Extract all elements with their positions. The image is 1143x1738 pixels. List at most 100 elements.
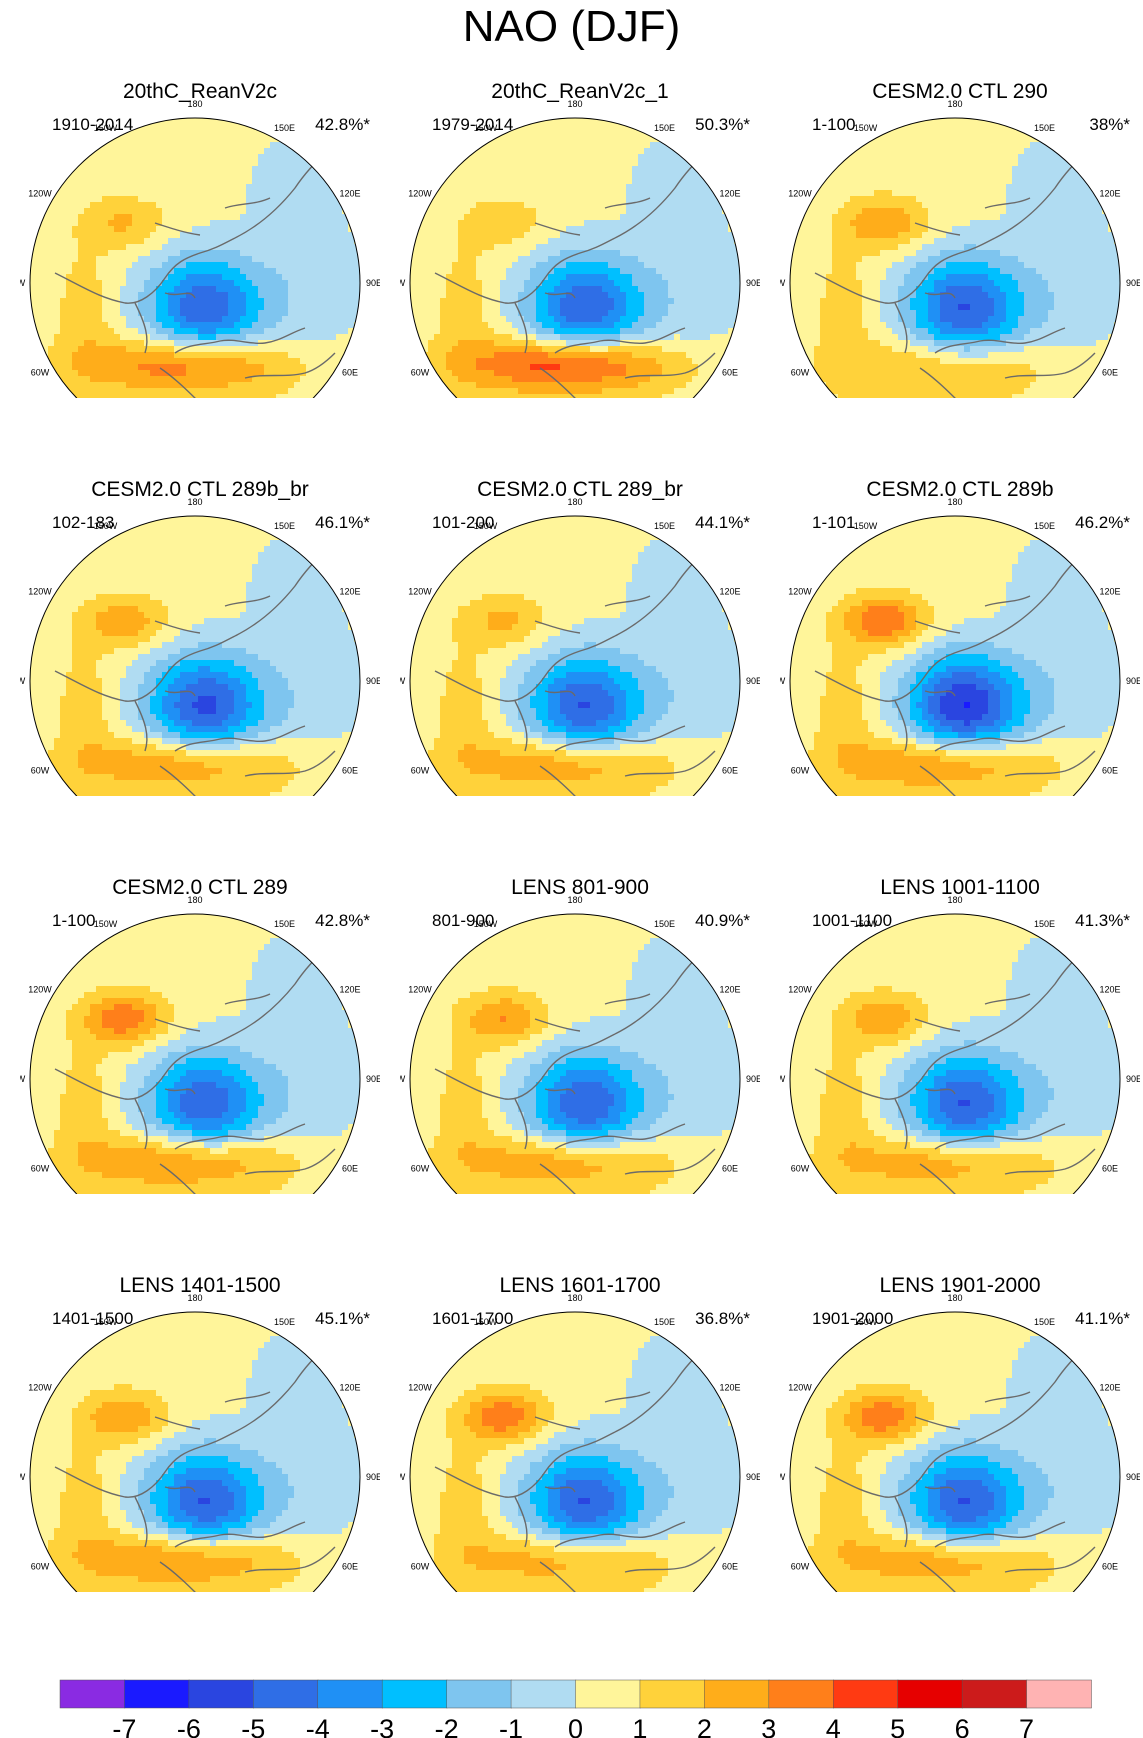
longitude-label: 150W — [854, 919, 878, 929]
longitude-label: 60W — [791, 1562, 810, 1572]
longitude-label: 120E — [1100, 985, 1121, 995]
longitude-label: 120E — [720, 189, 741, 199]
longitude-label: 120E — [1100, 587, 1121, 597]
colorbar-tick-label: 7 — [1019, 1714, 1034, 1738]
longitude-label: 150W — [474, 521, 498, 531]
map-border — [789, 117, 1121, 398]
longitude-label: 120W — [788, 587, 812, 597]
longitude-label: 90E — [746, 1074, 760, 1084]
longitude-label: 60E — [722, 766, 738, 776]
polar-map: 180150E120E90E60E30E030W60W90W120W150W — [780, 497, 1140, 796]
panel-variance-percent: 44.1%* — [695, 513, 750, 533]
colorbar: -7 -6 -5 -4 -3 -2 -1 0 1 2 3 4 5 6 7 — [59, 1679, 1092, 1738]
longitude-label: 90W — [20, 1074, 26, 1084]
longitude-label: 150W — [94, 521, 118, 531]
map-panel: 180150E120E90E60E30E030W60W90W120W150WCE… — [20, 796, 380, 1194]
panel-title: 20thC_ReanV2c_1 — [400, 80, 760, 104]
longitude-label: 90W — [400, 278, 406, 288]
coastlines — [54, 550, 336, 796]
map-border — [789, 515, 1121, 796]
longitude-label: 90W — [20, 278, 26, 288]
longitude-label: 60E — [1102, 1164, 1118, 1174]
panel-title: CESM2.0 CTL 289b — [780, 478, 1140, 502]
colorbar-swatch — [59, 1679, 126, 1709]
longitude-label: 90E — [746, 1472, 760, 1482]
longitude-label: 90E — [366, 278, 380, 288]
longitude-label: 150E — [654, 1317, 675, 1327]
longitude-label: 90W — [20, 1472, 26, 1482]
panel-variance-percent: 42.8%* — [315, 911, 370, 931]
colorbar-tick-label: -5 — [241, 1714, 265, 1738]
longitude-label: 150E — [654, 521, 675, 531]
longitude-label: 90W — [400, 676, 406, 686]
longitude-label: 60E — [1102, 766, 1118, 776]
colorbar-swatch — [704, 1679, 770, 1709]
longitude-label: 60W — [791, 1164, 810, 1174]
panel-years: 1910-2014 — [52, 115, 133, 135]
longitude-label: 180 — [187, 895, 202, 905]
longitude-label: 60E — [342, 766, 358, 776]
panel-title: LENS 1001-1100 — [780, 876, 1140, 900]
colorbar-tick-label: 2 — [697, 1714, 712, 1738]
longitude-label: 60E — [1102, 1562, 1118, 1572]
colorbar-tick-label: -3 — [370, 1714, 394, 1738]
longitude-label: 90E — [1126, 676, 1140, 686]
map-panel: 180150E120E90E60E30E030W60W90W120W150WCE… — [780, 0, 1140, 398]
longitude-label: 180 — [947, 1293, 962, 1303]
field-shading — [790, 914, 1120, 1194]
map-panel: 180150E120E90E60E30E030W60W90W120W150WLE… — [20, 1194, 380, 1592]
longitude-label: 90W — [780, 1074, 786, 1084]
panel-title: CESM2.0 CTL 289 — [20, 876, 380, 900]
colorbar-swatch — [124, 1679, 190, 1709]
field-shading — [790, 516, 1120, 796]
map-border — [29, 913, 361, 1194]
polar-map: 180150E120E90E60E30E030W60W90W120W150W — [20, 497, 380, 796]
panel-variance-percent: 40.9%* — [695, 911, 750, 931]
longitude-label: 120W — [788, 1383, 812, 1393]
field-shading — [790, 118, 1120, 398]
panel-years: 1601-1700 — [432, 1309, 513, 1329]
panel-years: 1-101 — [812, 513, 855, 533]
colorbar-tick-label: -7 — [112, 1714, 136, 1738]
panel-years: 801-900 — [432, 911, 494, 931]
longitude-label: 180 — [947, 895, 962, 905]
longitude-label: 120E — [720, 985, 741, 995]
longitude-label: 150W — [854, 521, 878, 531]
colorbar-tick-label: 6 — [955, 1714, 970, 1738]
longitude-label: 180 — [947, 497, 962, 507]
panel-title: CESM2.0 CTL 290 — [780, 80, 1140, 104]
field-shading — [790, 1312, 1120, 1592]
longitude-label: 60W — [791, 766, 810, 776]
longitude-label: 60W — [411, 1164, 430, 1174]
colorbar-tick-label: 0 — [568, 1714, 583, 1738]
panel-variance-percent: 38%* — [1089, 115, 1130, 135]
colorbar-swatch — [510, 1679, 577, 1709]
coastlines — [54, 1346, 336, 1592]
map-panel: 180150E120E90E60E30E030W60W90W120W150W20… — [20, 0, 380, 398]
map-border — [789, 913, 1121, 1194]
field-shading — [410, 118, 740, 398]
longitude-label: 150W — [94, 1317, 118, 1327]
panel-title: CESM2.0 CTL 289_br — [400, 478, 760, 502]
polar-map: 180150E120E90E60E30E030W60W90W120W150W — [400, 497, 760, 796]
longitude-label: 180 — [187, 497, 202, 507]
map-panel: 180150E120E90E60E30E030W60W90W120W150WLE… — [780, 1194, 1140, 1592]
longitude-label: 90W — [400, 1472, 406, 1482]
panel-years: 1901-2000 — [812, 1309, 893, 1329]
panel-title: LENS 1901-2000 — [780, 1274, 1140, 1298]
panel-variance-percent: 42.8%* — [315, 115, 370, 135]
map-border — [409, 913, 741, 1194]
longitude-label: 150E — [274, 1317, 295, 1327]
longitude-label: 150W — [854, 1317, 878, 1327]
longitude-label: 90E — [366, 1074, 380, 1084]
colorbar-tick-label: 1 — [632, 1714, 647, 1738]
panel-years: 1979-2014 — [432, 115, 513, 135]
polar-map: 180150E120E90E60E30E030W60W90W120W150W — [400, 1293, 760, 1592]
map-border — [409, 515, 741, 796]
longitude-label: 60W — [411, 368, 430, 378]
longitude-label: 150E — [1034, 123, 1055, 133]
longitude-label: 120E — [1100, 189, 1121, 199]
longitude-label: 120W — [408, 189, 432, 199]
colorbar-tick-label: 3 — [761, 1714, 776, 1738]
map-panel: 180150E120E90E60E30E030W60W90W120W150WLE… — [780, 796, 1140, 1194]
